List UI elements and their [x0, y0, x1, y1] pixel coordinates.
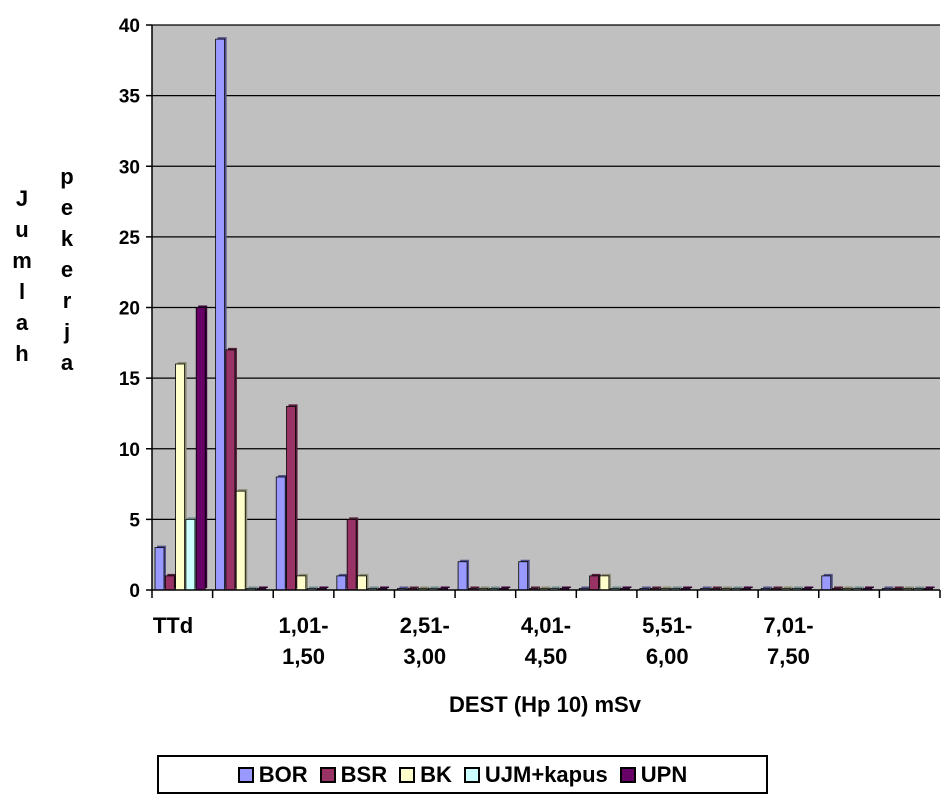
bar — [336, 573, 348, 591]
y-title-letter: k — [61, 226, 74, 251]
x-tick-label: 4,01- — [521, 613, 571, 638]
legend-item: UPN — [619, 761, 688, 788]
bar — [275, 475, 288, 591]
y-title-letter: u — [15, 217, 28, 242]
x-tick-label: 5,51- — [642, 613, 692, 638]
bar — [518, 559, 530, 591]
y-tick-label: 15 — [119, 369, 141, 390]
chart: 0 5 10 15 20 25 30 35 40 TTd 1,01- 1,50 2,51- 3,00 4,… — [12, 16, 941, 717]
bar — [346, 517, 359, 591]
legend-item: UJM+kapus — [463, 761, 608, 788]
x-axis-title: DEST (Hp 10) mSv — [449, 692, 642, 717]
bar — [589, 573, 601, 591]
legend-item: BOR — [237, 761, 308, 788]
x-tick-label: 6,00 — [646, 644, 689, 669]
y-tick-label: 10 — [119, 440, 140, 461]
y-axis-ticks: 0 5 10 15 20 25 30 35 40 — [119, 16, 152, 602]
x-tick-label: 1,01- — [278, 613, 328, 638]
legend-label: BOR — [258, 761, 308, 787]
legend: BOR BSR BK UJM+kapus UPN — [157, 755, 768, 794]
plot-area — [151, 24, 940, 591]
x-tick-label: TTd — [153, 613, 193, 638]
bar — [357, 573, 369, 591]
bar — [195, 305, 208, 591]
legend-swatch — [619, 766, 636, 783]
y-tick-label: 20 — [119, 299, 140, 320]
y-title-letter: a — [61, 350, 74, 375]
y-tick-label: 0 — [129, 581, 140, 602]
bar — [235, 489, 248, 591]
y-tick-label: 25 — [119, 228, 141, 249]
y-title-letter: l — [19, 279, 25, 304]
bar — [175, 362, 187, 591]
y-title-letter: j — [63, 319, 70, 344]
y-title-letter: a — [16, 310, 29, 335]
x-tick-label: 3,00 — [403, 644, 446, 669]
x-axis-ticks: TTd 1,01- 1,50 2,51- 3,00 4,01- 4,50 5,51- 6,00 7… — [151, 590, 941, 669]
legend-item: BSR — [319, 761, 388, 788]
bar — [225, 347, 237, 591]
x-tick-label: 4,50 — [525, 644, 568, 669]
legend-label: BSR — [340, 761, 388, 787]
legend-label: UJM+kapus — [484, 761, 608, 787]
legend-item: BK — [399, 762, 452, 788]
bar — [185, 517, 197, 591]
y-title-letter: e — [61, 257, 73, 282]
y-title-letter: p — [60, 164, 73, 189]
legend-label: BK — [420, 761, 452, 787]
bar — [599, 573, 611, 591]
x-tick-label: 7,01- — [763, 613, 813, 638]
y-title-letter: m — [12, 248, 32, 273]
legend-label: UPN — [640, 761, 688, 787]
legend-swatch — [237, 766, 254, 783]
y-tick-label: 5 — [129, 510, 140, 531]
x-tick-label: 1,50 — [282, 644, 325, 669]
x-tick-label: 2,51- — [400, 613, 450, 638]
bar — [286, 404, 298, 591]
legend-swatch — [399, 766, 416, 783]
x-tick-label: 7,50 — [767, 644, 810, 669]
legend-swatch — [463, 766, 480, 783]
y-title-letter: h — [15, 341, 28, 366]
bar — [215, 37, 227, 591]
y-tick-label: 40 — [119, 16, 140, 37]
y-tick-label: 30 — [119, 157, 140, 178]
bar — [296, 573, 308, 591]
bar — [154, 545, 166, 591]
bar — [164, 573, 177, 591]
bar — [821, 573, 833, 591]
legend-swatch — [319, 766, 336, 783]
y-title-letter: e — [61, 195, 73, 220]
y-title-letter: J — [16, 186, 28, 211]
bar — [457, 559, 470, 591]
y-tick-label: 35 — [119, 87, 141, 108]
y-title-letter: r — [63, 288, 72, 313]
